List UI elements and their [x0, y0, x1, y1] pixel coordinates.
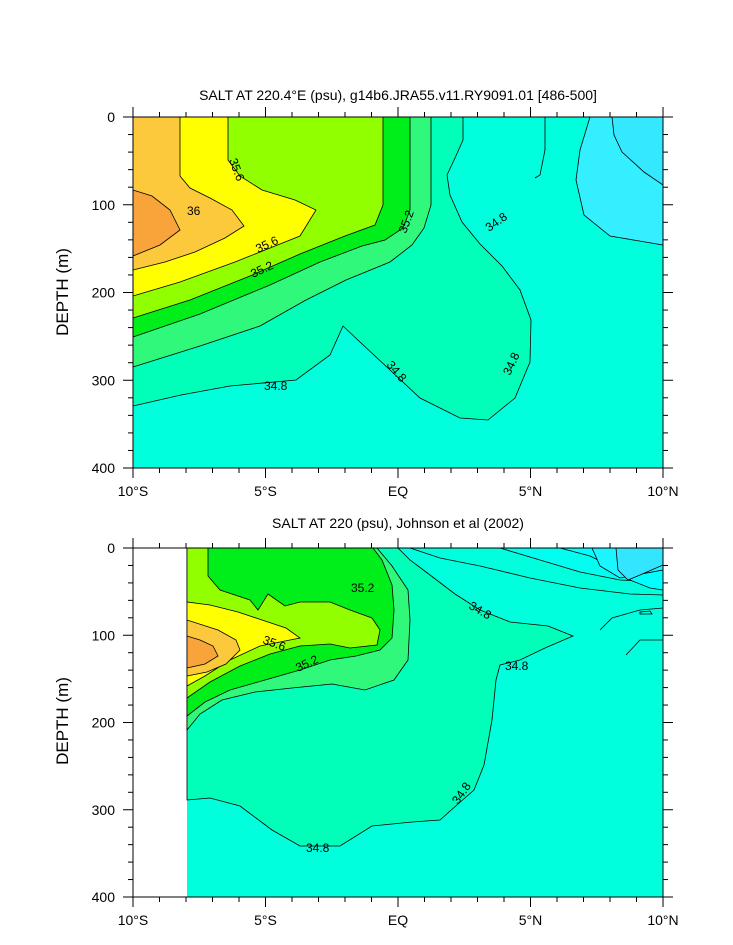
panel-observed-ylabel: DEPTH (m): [53, 677, 72, 765]
contour-label: 34.8: [505, 659, 529, 673]
x-tick-label: 10°S: [118, 912, 149, 928]
y-tick-label: 200: [92, 285, 116, 301]
y-tick-label: 400: [92, 889, 116, 905]
y-tick-label: 200: [92, 715, 116, 731]
panel-model: SALT AT 220.4°E (psu), g14b6.JRA55.v11.R…: [53, 87, 679, 499]
region-36.2: [186, 635, 219, 669]
y-tick-label: 0: [107, 109, 115, 125]
panel-model-title: SALT AT 220.4°E (psu), g14b6.JRA55.v11.R…: [199, 87, 597, 103]
y-tick-label: 300: [92, 372, 116, 388]
contour-line: [599, 607, 664, 631]
panel-model-contours: [132, 116, 664, 468]
region-35.4-35.6: [186, 547, 381, 699]
contour-line: [625, 639, 663, 656]
contour-label: 35.2: [351, 581, 375, 595]
panel-observed-contours: [186, 547, 664, 897]
y-tick-label: 0: [107, 540, 115, 556]
contour-34.8-east: [534, 117, 546, 179]
contour-label: 34.8: [264, 379, 288, 393]
x-tick-label: EQ: [388, 483, 408, 499]
x-tick-label: 5°S: [254, 912, 277, 928]
x-tick-label: 10°N: [647, 483, 678, 499]
panel-model-axes: 10°S 5°S EQ 5°N 10°N 0 100 200 300 400: [92, 107, 679, 499]
x-tick-label: 10°N: [647, 912, 678, 928]
y-tick-label: 100: [92, 627, 116, 643]
x-tick-label: 10°S: [118, 483, 149, 499]
panel-model-ylabel: DEPTH (m): [53, 248, 72, 336]
panel-observed-title: SALT AT 220 (psu), Johnson et al (2002): [272, 515, 524, 531]
contour-label: 36: [187, 204, 201, 218]
x-tick-label: 5°S: [254, 483, 277, 499]
y-tick-label: 300: [92, 802, 116, 818]
x-tick-label: 5°N: [519, 912, 543, 928]
x-tick-label: 5°N: [519, 483, 543, 499]
y-tick-label: 100: [92, 197, 116, 213]
panel-observed-axes: 10°S 5°S EQ 5°N 10°N 0 100 200 300 400: [92, 538, 679, 928]
x-tick-label: EQ: [388, 912, 408, 928]
panel-observed: SALT AT 220 (psu), Johnson et al (2002): [53, 515, 679, 928]
contour-line: [639, 610, 653, 615]
y-tick-label: 400: [92, 460, 116, 476]
contour-label: 34.8: [306, 841, 330, 855]
